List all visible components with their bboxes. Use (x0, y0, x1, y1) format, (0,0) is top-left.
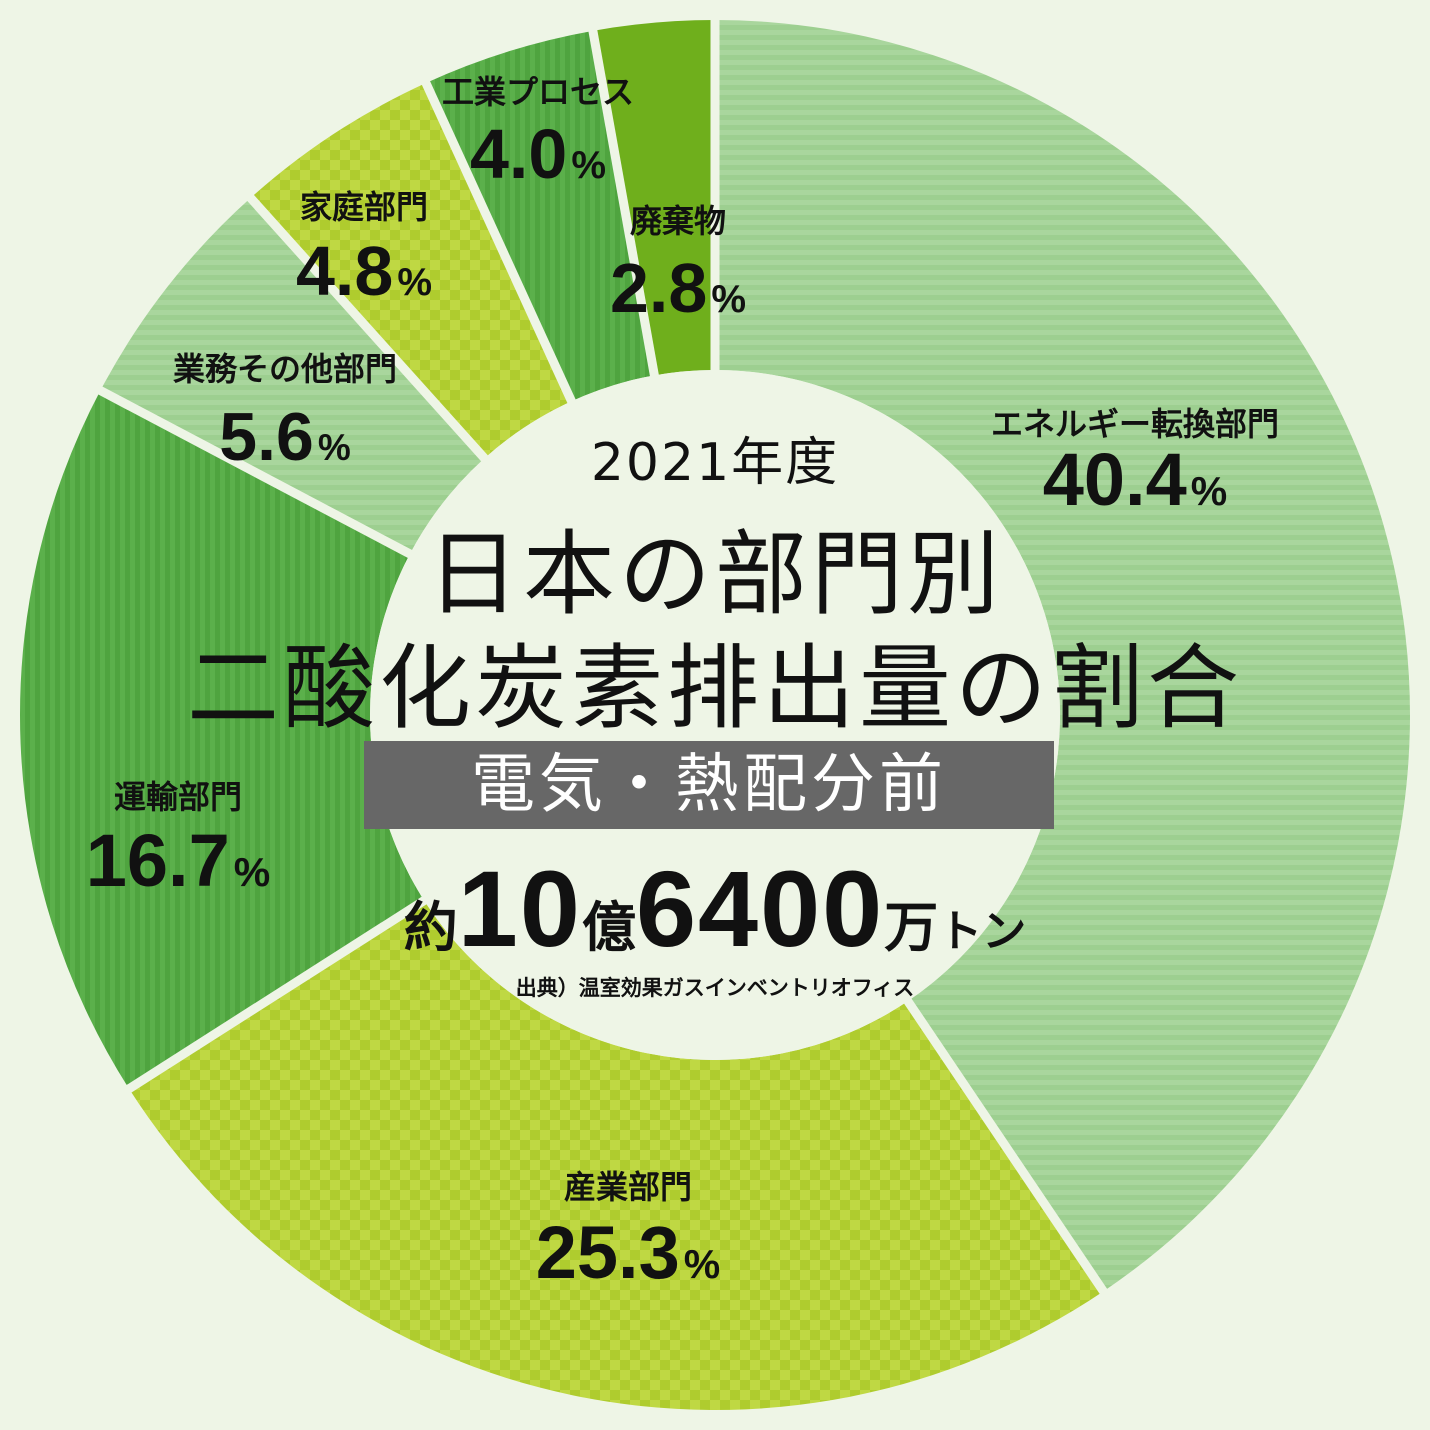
slices-group (19, 15, 1411, 1410)
slice-4 (100, 197, 485, 554)
basis-band: 電気・熱配分前 (364, 741, 1054, 829)
slice-value-1: 40.4% (1043, 438, 1228, 521)
chart-title-line1: 日本の部門別 (426, 521, 1003, 628)
slice-label-3: 運輸部門 (114, 778, 242, 816)
chart-title-line2: 二酸化炭素排出量の割合 (186, 635, 1243, 742)
total-number-2: 6400 (635, 848, 885, 969)
slice-value-2: 25.3% (536, 1211, 721, 1294)
total-prefix: 約 (403, 896, 458, 959)
slice-7 (592, 20, 715, 376)
slice-separator (587, 25, 660, 382)
total-number-1: 10 (457, 848, 582, 969)
slice-5 (250, 82, 572, 459)
source-note: 出典）温室効果ガスインベントリオフィス (515, 976, 915, 1000)
total-emissions: 約10億6400万トン (0, 846, 1430, 971)
slice-label-5: 家庭部門 (300, 188, 428, 226)
slice-value-7: 2.8% (610, 249, 746, 327)
slice-value-4: 5.6% (219, 399, 350, 475)
slice-label-1: エネルギー転換部門 (991, 405, 1279, 443)
slice-3 (19, 390, 425, 1089)
slice-separator (122, 894, 431, 1096)
slice-6 (425, 30, 655, 402)
total-unit-3: トン (938, 906, 1027, 957)
slice-label-6: 工業プロセス (442, 73, 634, 111)
year-label: 2021年度 (590, 433, 840, 493)
donut-hole (370, 370, 1060, 1060)
slice-2 (129, 900, 1104, 1410)
slice-label-4: 業務その他部門 (173, 350, 397, 388)
slice-label-2: 産業部門 (564, 1168, 692, 1206)
slice-value-6: 4.0% (470, 115, 606, 193)
total-unit-2: 万 (884, 896, 939, 959)
total-unit-1: 億 (581, 896, 636, 959)
slice-separator (901, 994, 1110, 1299)
slice-value-3: 16.7% (86, 819, 271, 902)
slice-1 (715, 20, 1411, 1292)
slice-label-7: 廃棄物 (630, 202, 726, 240)
slice-value-5: 4.8% (296, 232, 432, 310)
slice-separator (93, 384, 417, 561)
slice-separator (419, 76, 578, 408)
slice-separator (243, 191, 492, 466)
